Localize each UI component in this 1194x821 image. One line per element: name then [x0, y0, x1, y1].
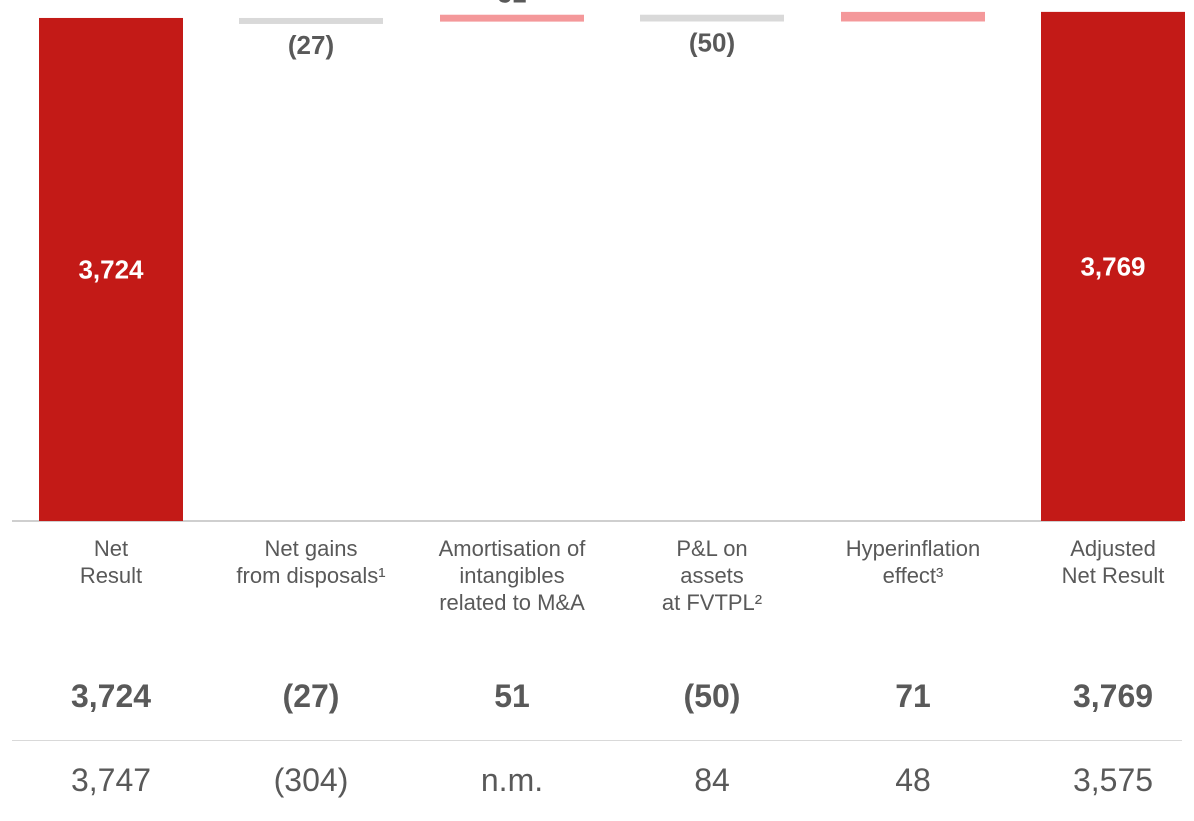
bar-5: [1041, 11, 1185, 521]
category-label-net-result: Net Result: [79, 536, 143, 588]
data-label-4: 71: [899, 0, 928, 6]
data-label-1: (27): [288, 30, 334, 60]
bar-4: [841, 11, 985, 22]
category-label-adjusted-net-result: Adjusted Net Result: [1061, 536, 1165, 588]
category-label-net-gains: Net gains from disposals¹: [236, 536, 386, 588]
bar-0: [39, 17, 183, 522]
bar-2: [440, 14, 584, 22]
current-value-cell: 71: [895, 678, 931, 714]
data-label-5: 3,769: [1080, 251, 1145, 281]
previous-value-cell: 3,575: [1072, 762, 1154, 798]
data-label-3: (50): [689, 27, 735, 57]
waterfall-chart: 3,724 (27) 51 (50) 71 3,769: [12, 0, 1185, 522]
bar-3: [640, 14, 784, 22]
bar-1: [239, 17, 383, 24]
current-value-cell: (50): [683, 678, 741, 714]
current-value-cell: 3,724: [70, 678, 152, 714]
category-label-pl-fvtpl: P&L on assets at FVTPL²: [661, 536, 763, 615]
previous-value-cell: 84: [694, 762, 730, 798]
current-value-cell: 3,769: [1072, 678, 1154, 714]
previous-value-cell: (304): [273, 762, 349, 798]
previous-value-cell: n.m.: [480, 762, 544, 798]
data-label-0: 3,724: [78, 254, 144, 284]
category-label-hyperinflation: Hyperinflation effect³: [845, 536, 981, 588]
previous-value-cell: 3,747: [70, 762, 152, 798]
category-label-amortisation: Amortisation of intangibles related to M…: [438, 536, 586, 615]
table-divider: [12, 740, 1182, 741]
current-value-cell: (27): [282, 678, 340, 714]
previous-value-cell: 48: [895, 762, 931, 798]
data-label-2: 51: [498, 0, 527, 9]
current-value-cell: 51: [494, 678, 530, 714]
